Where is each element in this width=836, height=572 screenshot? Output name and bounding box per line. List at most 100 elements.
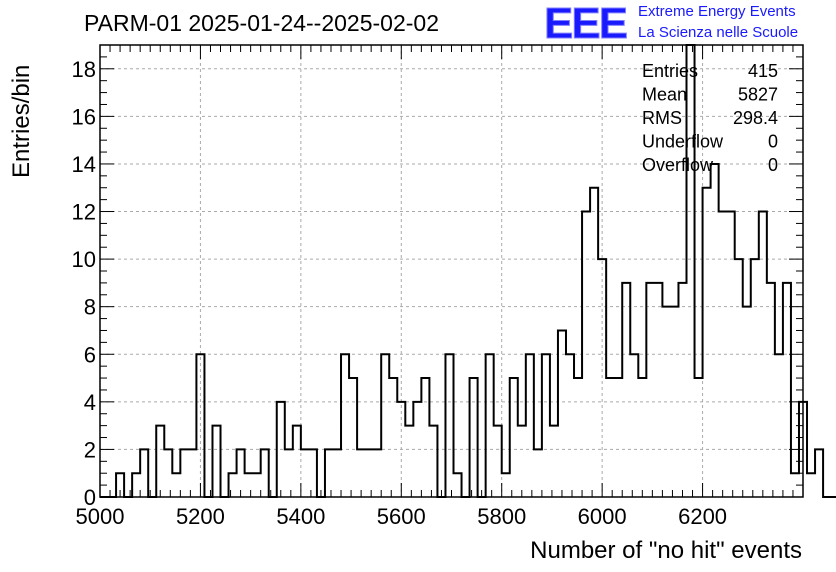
- tick-labels: 5000 5200 5400 5600 5800 6000 6200 0 2 4 6 8 10 12 14 1…: [72, 57, 728, 529]
- eee-logo: EEE: [544, 2, 629, 42]
- histogram-bin: [566, 354, 574, 497]
- histogram-bin: [574, 378, 582, 497]
- x-tick-label: 5600: [377, 504, 426, 529]
- histogram-bin: [807, 473, 815, 497]
- histogram-bin: [454, 473, 462, 497]
- y-tick-label: 2: [84, 437, 96, 462]
- x-tick-label: 5400: [276, 504, 325, 529]
- x-tick-label: 6200: [678, 504, 727, 529]
- y-tick-label: 14: [72, 152, 96, 177]
- x-tick-label: 6000: [578, 504, 627, 529]
- stats-value: 0: [768, 155, 778, 175]
- chart-title: PARM-01 2025-01-24--2025-02-02: [84, 10, 439, 36]
- histogram-bin: [735, 259, 743, 497]
- x-tick-label: 5200: [176, 504, 225, 529]
- histogram-bin: [341, 354, 349, 497]
- histogram-bin: [646, 283, 654, 497]
- histogram-bin: [542, 354, 550, 497]
- histogram-bin: [711, 164, 719, 497]
- stats-label: Entries: [642, 61, 698, 81]
- stats-value: 5827: [738, 85, 778, 105]
- histogram-bin: [695, 378, 703, 497]
- y-tick-label: 6: [84, 342, 96, 367]
- histogram-bin: [164, 449, 172, 497]
- grid-lines: [99, 45, 803, 498]
- histogram-bin: [357, 449, 365, 497]
- histogram-bin: [253, 473, 261, 497]
- logo-line-2: La Scienza nelle Scuole: [638, 24, 799, 41]
- histogram-bin: [389, 378, 397, 497]
- histogram-bin: [373, 449, 381, 497]
- histogram-bin: [622, 283, 630, 497]
- stats-box: Entries 415 Mean 5827 RMS 298.4 Underflow 0 Over…: [642, 61, 778, 175]
- histogram-bin: [333, 449, 341, 497]
- histogram-bin: [140, 449, 148, 497]
- y-tick-label: 4: [84, 390, 96, 415]
- histogram-bin: [229, 473, 237, 497]
- histogram-bin: [132, 473, 140, 497]
- x-axis-label: Number of "no hit" events: [530, 537, 802, 564]
- histogram-bin: [590, 188, 598, 497]
- histogram-bin: [510, 378, 518, 497]
- histogram-bin: [518, 426, 526, 497]
- histogram-bin: [687, 45, 695, 497]
- y-tick-label: 18: [72, 57, 96, 82]
- histogram-bin: [445, 354, 453, 497]
- stats-value: 298.4: [733, 108, 778, 128]
- stats-label: Underflow: [642, 132, 724, 152]
- histogram-bin: [678, 283, 686, 497]
- histogram-bins: [116, 45, 836, 497]
- histogram-bin: [767, 283, 775, 497]
- histogram-bin: [526, 354, 534, 497]
- stats-value: 0: [768, 132, 778, 152]
- histogram-bin: [654, 283, 662, 497]
- histogram-bin: [188, 449, 196, 497]
- histogram-bin: [751, 259, 759, 497]
- histogram-bin: [494, 426, 502, 497]
- histogram-bin: [421, 378, 429, 497]
- histogram-bin: [614, 378, 622, 497]
- y-tick-label: 8: [84, 295, 96, 320]
- histogram-bin: [405, 426, 413, 497]
- histogram-bin: [502, 473, 510, 497]
- x-tick-label: 5000: [76, 504, 125, 529]
- histogram-bin: [470, 378, 478, 497]
- plot-frame: [99, 44, 804, 498]
- histogram-bin: [180, 449, 188, 497]
- logo-line-1: Extreme Energy Events: [638, 3, 796, 20]
- histogram-bin: [429, 426, 437, 497]
- histogram-bin: [325, 449, 333, 497]
- histogram-bin: [293, 426, 301, 497]
- x-tick-label: 5800: [477, 504, 526, 529]
- y-tick-label: 16: [72, 104, 96, 129]
- histogram-bin: [550, 426, 558, 497]
- histogram-bin: [486, 354, 494, 497]
- histogram-bin: [301, 449, 309, 497]
- axis-ticks: [99, 44, 804, 498]
- histogram-outline: [100, 44, 836, 498]
- stats-label: Overflow: [642, 155, 714, 175]
- histogram-bin: [156, 426, 164, 497]
- histogram-bin: [606, 378, 614, 497]
- stats-value: 415: [748, 61, 778, 81]
- eee-logo-mark: EEE: [544, 2, 627, 42]
- histogram-bin: [815, 449, 823, 497]
- histogram-bin: [212, 426, 220, 497]
- histogram-bin: [630, 354, 638, 497]
- histogram-bin: [703, 188, 711, 497]
- histogram-bin: [534, 449, 542, 497]
- histogram-bin: [245, 473, 253, 497]
- stats-label: Mean: [642, 85, 687, 105]
- histogram-bin: [237, 449, 245, 497]
- y-tick-label: 0: [84, 485, 96, 510]
- histogram-bin: [261, 449, 269, 497]
- histogram-bin: [558, 330, 566, 497]
- histogram-bin: [285, 449, 293, 497]
- histogram-bin: [775, 354, 783, 497]
- histogram-bin: [381, 354, 389, 497]
- y-tick-label: 12: [72, 200, 96, 225]
- y-tick-label: 10: [72, 247, 96, 272]
- histogram-bin: [783, 283, 791, 497]
- stats-label: RMS: [642, 108, 682, 128]
